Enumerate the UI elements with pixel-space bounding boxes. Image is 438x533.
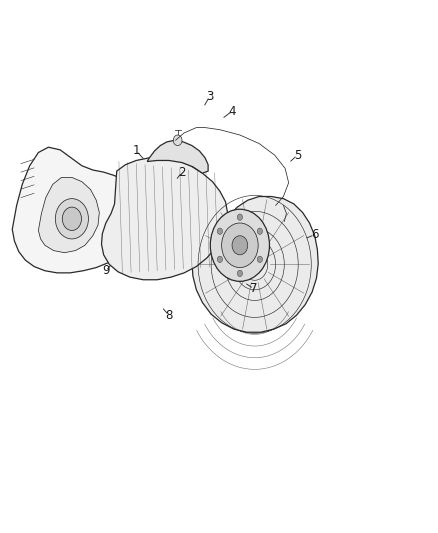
Circle shape bbox=[62, 207, 81, 230]
Text: 4: 4 bbox=[228, 104, 236, 118]
Circle shape bbox=[55, 199, 88, 239]
Polygon shape bbox=[12, 147, 145, 273]
Circle shape bbox=[210, 209, 269, 281]
Circle shape bbox=[257, 256, 262, 263]
Polygon shape bbox=[102, 158, 228, 280]
Circle shape bbox=[232, 236, 248, 255]
Polygon shape bbox=[192, 197, 318, 332]
Text: 7: 7 bbox=[250, 282, 258, 295]
Circle shape bbox=[173, 135, 182, 146]
Text: 2: 2 bbox=[178, 166, 186, 179]
Polygon shape bbox=[147, 140, 208, 173]
Circle shape bbox=[237, 214, 243, 220]
Polygon shape bbox=[39, 177, 99, 253]
Text: 3: 3 bbox=[206, 90, 213, 103]
Circle shape bbox=[237, 270, 243, 277]
Text: 8: 8 bbox=[165, 309, 173, 322]
Circle shape bbox=[217, 228, 223, 235]
Text: 6: 6 bbox=[311, 228, 318, 241]
Circle shape bbox=[257, 228, 262, 235]
Circle shape bbox=[217, 256, 223, 263]
Text: 5: 5 bbox=[293, 149, 301, 161]
Text: 9: 9 bbox=[102, 264, 110, 277]
Circle shape bbox=[222, 223, 258, 268]
Text: 1: 1 bbox=[133, 144, 140, 157]
